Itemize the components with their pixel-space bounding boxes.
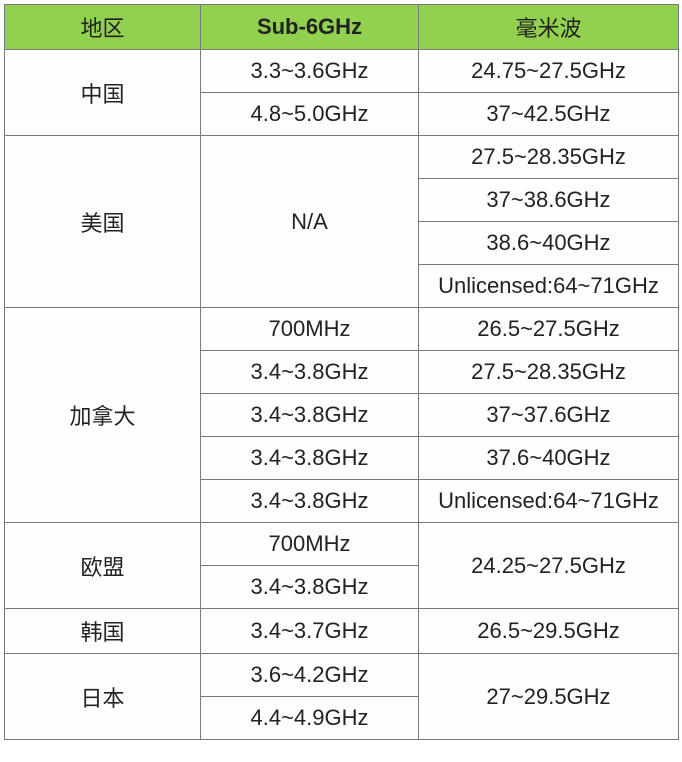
cell: 3.6~4.2GHz xyxy=(201,654,419,697)
cell: 37.6~40GHz xyxy=(419,437,679,480)
cell: 27.5~28.35GHz xyxy=(419,351,679,394)
cell: 27~29.5GHz xyxy=(419,654,679,740)
col-mmwave: 毫米波 xyxy=(419,5,679,50)
region-eu: 欧盟 xyxy=(5,523,201,609)
cell: N/A xyxy=(201,136,419,308)
spectrum-table: 地区 Sub-6GHz 毫米波 中国 3.3~3.6GHz 24.75~27.5… xyxy=(4,4,679,740)
table-row: 中国 3.3~3.6GHz 24.75~27.5GHz xyxy=(5,50,679,93)
region-korea: 韩国 xyxy=(5,609,201,654)
cell: 3.4~3.8GHz xyxy=(201,437,419,480)
cell: 4.8~5.0GHz xyxy=(201,93,419,136)
col-region: 地区 xyxy=(5,5,201,50)
cell: 24.25~27.5GHz xyxy=(419,523,679,609)
table-row: 加拿大 700MHz 26.5~27.5GHz xyxy=(5,308,679,351)
table-row: 韩国 3.4~3.7GHz 26.5~29.5GHz xyxy=(5,609,679,654)
region-canada: 加拿大 xyxy=(5,308,201,523)
cell: 26.5~29.5GHz xyxy=(419,609,679,654)
cell: 37~37.6GHz xyxy=(419,394,679,437)
cell: Unlicensed:64~71GHz xyxy=(419,480,679,523)
col-sub6: Sub-6GHz xyxy=(201,5,419,50)
cell: 3.3~3.6GHz xyxy=(201,50,419,93)
cell: 3.4~3.7GHz xyxy=(201,609,419,654)
region-usa: 美国 xyxy=(5,136,201,308)
cell: 38.6~40GHz xyxy=(419,222,679,265)
cell: 3.4~3.8GHz xyxy=(201,394,419,437)
cell: 37~42.5GHz xyxy=(419,93,679,136)
cell: 24.75~27.5GHz xyxy=(419,50,679,93)
cell: 3.4~3.8GHz xyxy=(201,566,419,609)
region-japan: 日本 xyxy=(5,654,201,740)
cell: 26.5~27.5GHz xyxy=(419,308,679,351)
cell: Unlicensed:64~71GHz xyxy=(419,265,679,308)
table-row: 美国 N/A 27.5~28.35GHz xyxy=(5,136,679,179)
header-row: 地区 Sub-6GHz 毫米波 xyxy=(5,5,679,50)
cell: 700MHz xyxy=(201,523,419,566)
table-row: 欧盟 700MHz 24.25~27.5GHz xyxy=(5,523,679,566)
cell: 37~38.6GHz xyxy=(419,179,679,222)
cell: 4.4~4.9GHz xyxy=(201,697,419,740)
cell: 700MHz xyxy=(201,308,419,351)
cell: 3.4~3.8GHz xyxy=(201,351,419,394)
cell: 3.4~3.8GHz xyxy=(201,480,419,523)
cell: 27.5~28.35GHz xyxy=(419,136,679,179)
table-row: 日本 3.6~4.2GHz 27~29.5GHz xyxy=(5,654,679,697)
region-china: 中国 xyxy=(5,50,201,136)
